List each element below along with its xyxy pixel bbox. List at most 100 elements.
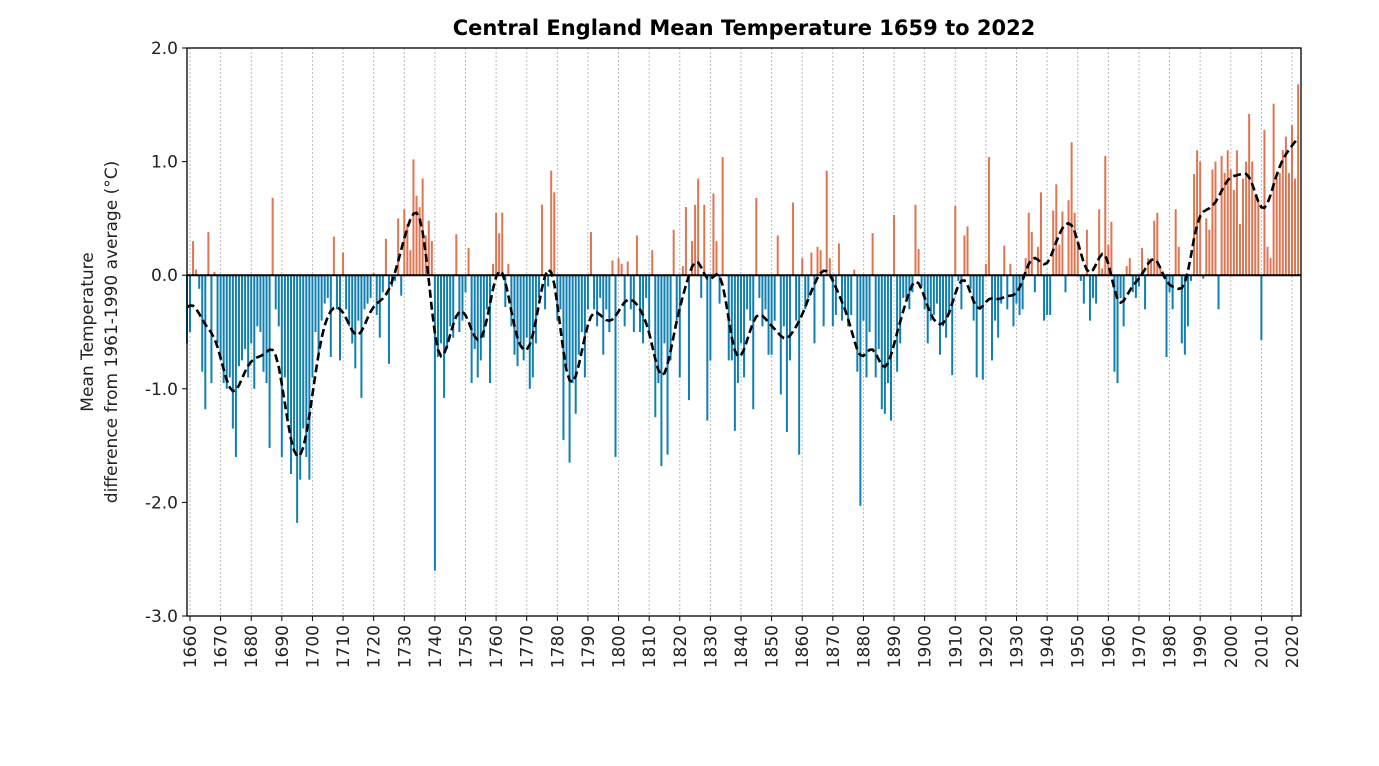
bar-1854 bbox=[782, 275, 785, 327]
bar-1998 bbox=[1223, 172, 1226, 276]
y-tick-label: -1.0 bbox=[145, 380, 178, 400]
bar-1759 bbox=[492, 263, 495, 276]
x-tick-label: 1770 bbox=[518, 625, 538, 668]
bar-1789 bbox=[583, 275, 586, 378]
bar-1704 bbox=[323, 275, 326, 304]
x-tick-label: 1850 bbox=[763, 625, 783, 668]
bar-1953 bbox=[1085, 229, 1088, 276]
x-tick-label: 1870 bbox=[824, 625, 844, 668]
bar-1915 bbox=[969, 275, 972, 289]
bar-1890 bbox=[893, 214, 896, 276]
bar-1805 bbox=[632, 275, 635, 332]
bar-1698 bbox=[305, 275, 308, 457]
bar-1995 bbox=[1214, 161, 1217, 276]
y-axis-label-line-1: Mean Temperature bbox=[78, 252, 98, 411]
x-tick-label: 1970 bbox=[1130, 625, 1150, 668]
bar-1880 bbox=[862, 275, 865, 321]
bar-1769 bbox=[522, 275, 525, 361]
bar-1917 bbox=[975, 275, 978, 378]
bar-2016 bbox=[1278, 172, 1281, 276]
bar-1851 bbox=[773, 275, 776, 321]
bar-1840 bbox=[740, 275, 742, 344]
bar-1881 bbox=[865, 275, 868, 378]
bar-1976 bbox=[1156, 212, 1159, 276]
bar-2018 bbox=[1284, 136, 1287, 276]
x-tick-label: 1880 bbox=[854, 625, 874, 668]
x-tick-label: 1760 bbox=[487, 625, 507, 668]
bar-1903 bbox=[932, 275, 935, 315]
bar-1935 bbox=[1030, 232, 1033, 276]
bar-1675 bbox=[234, 275, 237, 457]
y-tick-label: 1.0 bbox=[151, 153, 178, 173]
bar-1850 bbox=[770, 275, 773, 355]
bar-1677 bbox=[241, 275, 244, 361]
bar-1960 bbox=[1107, 244, 1110, 276]
bar-1946 bbox=[1064, 275, 1067, 293]
bar-1672 bbox=[225, 275, 228, 389]
bar-1710 bbox=[342, 252, 345, 276]
bar-1811 bbox=[651, 250, 654, 276]
bars bbox=[185, 84, 1300, 571]
bar-1732 bbox=[409, 250, 412, 276]
bar-1986 bbox=[1186, 275, 1189, 327]
bar-1958 bbox=[1101, 268, 1104, 276]
bar-1961 bbox=[1110, 221, 1113, 276]
x-tick-label: 2000 bbox=[1222, 625, 1242, 668]
bar-1813 bbox=[657, 275, 660, 384]
bar-1715 bbox=[357, 275, 360, 321]
bar-1806 bbox=[635, 235, 638, 276]
bar-1944 bbox=[1058, 244, 1061, 276]
bar-1914 bbox=[966, 226, 969, 276]
bar-1925 bbox=[1000, 275, 1003, 304]
bar-1814 bbox=[660, 275, 663, 467]
bar-1800 bbox=[617, 258, 620, 276]
bar-1941 bbox=[1049, 275, 1052, 315]
x-tick-label: 1660 bbox=[181, 625, 201, 668]
bar-1684 bbox=[262, 275, 265, 372]
x-tick-label: 1840 bbox=[732, 625, 752, 668]
bar-1899 bbox=[920, 275, 923, 287]
bar-1778 bbox=[550, 170, 553, 276]
bar-1819 bbox=[675, 275, 678, 321]
bar-1676 bbox=[237, 275, 240, 367]
bar-1837 bbox=[730, 275, 733, 361]
bar-1984 bbox=[1180, 275, 1183, 344]
bar-1760 bbox=[495, 212, 498, 276]
bar-1679 bbox=[247, 275, 250, 378]
bar-2009 bbox=[1257, 201, 1260, 276]
bar-1860 bbox=[801, 258, 804, 276]
bar-1926 bbox=[1003, 245, 1006, 276]
x-tick-label: 1710 bbox=[334, 625, 354, 668]
bar-1882 bbox=[868, 275, 871, 332]
bar-1879 bbox=[859, 275, 862, 506]
bar-2020 bbox=[1291, 125, 1293, 276]
bar-1727 bbox=[394, 275, 397, 281]
bar-1738 bbox=[427, 220, 430, 276]
bar-1918 bbox=[978, 275, 981, 310]
bar-1894 bbox=[905, 275, 908, 298]
bar-1721 bbox=[375, 275, 378, 315]
x-tick-label: 1680 bbox=[242, 625, 262, 668]
bar-1745 bbox=[449, 275, 452, 327]
bar-1872 bbox=[837, 243, 840, 276]
bar-1807 bbox=[638, 275, 641, 332]
bar-1954 bbox=[1088, 275, 1091, 321]
bar-1801 bbox=[620, 263, 623, 276]
bar-1940 bbox=[1046, 275, 1049, 315]
bar-1816 bbox=[666, 275, 669, 455]
bar-1764 bbox=[507, 263, 510, 276]
bar-1766 bbox=[513, 275, 516, 355]
bar-1842 bbox=[746, 275, 749, 310]
bar-1952 bbox=[1082, 275, 1085, 304]
bar-1908 bbox=[948, 275, 951, 315]
bar-1682 bbox=[256, 275, 259, 327]
y-tick-label: -2.0 bbox=[145, 493, 178, 513]
bar-1791 bbox=[590, 232, 593, 276]
bar-2012 bbox=[1266, 246, 1269, 276]
bar-1733 bbox=[412, 159, 415, 276]
bar-1716 bbox=[360, 275, 363, 398]
bar-1892 bbox=[899, 275, 902, 344]
bar-1970 bbox=[1137, 275, 1140, 287]
bar-1948 bbox=[1070, 142, 1073, 276]
bar-1747 bbox=[455, 234, 458, 276]
